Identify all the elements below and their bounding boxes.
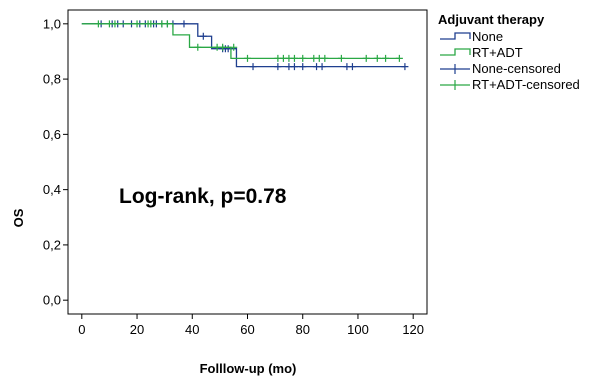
censor-mark-rtadt bbox=[362, 54, 370, 62]
censor-mark-none bbox=[274, 63, 282, 71]
legend-swatch-censor bbox=[440, 64, 470, 74]
km-curve-rtadt bbox=[81, 23, 400, 60]
y-axis-title: OS bbox=[11, 208, 26, 227]
censor-mark-rtadt bbox=[133, 20, 141, 28]
censor-mark-rtadt bbox=[373, 54, 381, 62]
legend-swatch-censor bbox=[440, 80, 470, 90]
y-tick-label: 0,8 bbox=[43, 72, 61, 87]
censor-mark-rtadt bbox=[163, 20, 171, 28]
x-tick-label: 0 bbox=[78, 322, 85, 337]
censor-mark-none bbox=[299, 63, 307, 71]
log-rank-annotation: Log-rank, p=0.78 bbox=[119, 185, 287, 208]
censor-mark-rtadt bbox=[194, 43, 202, 51]
legend: Adjuvant therapy NoneRT+ADTNone-censored… bbox=[438, 12, 580, 92]
x-tick-label: 80 bbox=[295, 322, 309, 337]
censor-mark-rtadt bbox=[111, 20, 119, 28]
legend-label: None bbox=[472, 29, 503, 44]
y-tick-label: 0,0 bbox=[43, 293, 61, 308]
series-layer bbox=[81, 20, 409, 71]
axes: 0 20 40 60 80 100 120 0,0 0,2 0,4 0,6 0,8 1,0 bbox=[43, 16, 424, 337]
censor-mark-none bbox=[348, 63, 356, 71]
legend-title: Adjuvant therapy bbox=[438, 12, 545, 27]
censor-mark-rtadt bbox=[244, 54, 251, 62]
x-tick-label: 120 bbox=[402, 322, 424, 337]
censor-mark-rtadt bbox=[321, 54, 329, 62]
legend-entry: RT+ADT bbox=[440, 45, 523, 60]
censor-mark-none bbox=[401, 63, 409, 71]
legend-entry: RT+ADT-censored bbox=[440, 77, 580, 92]
x-tick-label: 100 bbox=[347, 322, 369, 337]
y-tick-label: 1,0 bbox=[43, 16, 61, 31]
censor-mark-none bbox=[199, 32, 207, 40]
censor-mark-rtadt bbox=[395, 54, 403, 62]
y-tick-label: 0,4 bbox=[43, 182, 61, 197]
censor-mark-rtadt bbox=[337, 54, 345, 62]
censor-mark-rtadt bbox=[94, 20, 102, 28]
censor-mark-rtadt bbox=[147, 20, 155, 28]
legend-label: None-censored bbox=[472, 61, 561, 76]
legend-swatch-step bbox=[440, 32, 471, 40]
censor-mark-rtadt bbox=[382, 54, 390, 62]
censor-mark-none bbox=[249, 63, 257, 71]
x-tick-label: 60 bbox=[240, 322, 254, 337]
y-tick-label: 0,6 bbox=[43, 127, 61, 142]
censor-mark-rtadt bbox=[290, 54, 298, 62]
censor-mark-none bbox=[318, 63, 326, 71]
censor-mark-rtadt bbox=[230, 43, 238, 51]
legend-entry: None-censored bbox=[440, 61, 561, 76]
censor-mark-none bbox=[180, 20, 188, 28]
x-tick-label: 40 bbox=[185, 322, 199, 337]
legend-label: RT+ADT bbox=[472, 45, 523, 60]
censor-mark-rtadt bbox=[299, 54, 307, 62]
legend-label: RT+ADT-censored bbox=[472, 77, 580, 92]
x-axis-title: Folllow-up (mo) bbox=[200, 361, 297, 376]
legend-entry: None bbox=[440, 29, 503, 44]
censor-mark-none bbox=[290, 63, 298, 71]
legend-swatch-step bbox=[440, 48, 471, 56]
x-tick-label: 20 bbox=[130, 322, 144, 337]
censor-mark-rtadt bbox=[219, 43, 227, 51]
y-tick-label: 0,2 bbox=[43, 237, 61, 252]
km-curve-none bbox=[81, 23, 405, 68]
